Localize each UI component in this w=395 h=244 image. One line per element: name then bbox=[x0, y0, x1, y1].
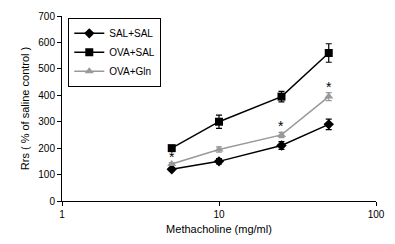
svg-text:700: 700 bbox=[38, 11, 55, 22]
svg-text:1: 1 bbox=[59, 209, 65, 220]
svg-text:*: * bbox=[169, 149, 175, 165]
svg-text:100: 100 bbox=[38, 169, 55, 180]
svg-text:Methacholine (mg/ml): Methacholine (mg/ml) bbox=[166, 223, 272, 235]
svg-text:OVA+SAL: OVA+SAL bbox=[109, 47, 155, 58]
svg-text:10: 10 bbox=[213, 209, 225, 220]
svg-text:100: 100 bbox=[368, 209, 385, 220]
svg-text:0: 0 bbox=[49, 196, 55, 207]
svg-text:Rrs ( % of saline control ): Rrs ( % of saline control ) bbox=[19, 47, 31, 170]
svg-text:OVA+Gln: OVA+Gln bbox=[109, 66, 151, 77]
svg-text:300: 300 bbox=[38, 116, 55, 127]
svg-text:400: 400 bbox=[38, 90, 55, 101]
svg-text:200: 200 bbox=[38, 143, 55, 154]
svg-text:600: 600 bbox=[38, 37, 55, 48]
svg-text:*: * bbox=[326, 79, 332, 95]
svg-text:SAL+SAL: SAL+SAL bbox=[109, 28, 153, 39]
svg-text:*: * bbox=[278, 118, 284, 134]
svg-text:500: 500 bbox=[38, 63, 55, 74]
